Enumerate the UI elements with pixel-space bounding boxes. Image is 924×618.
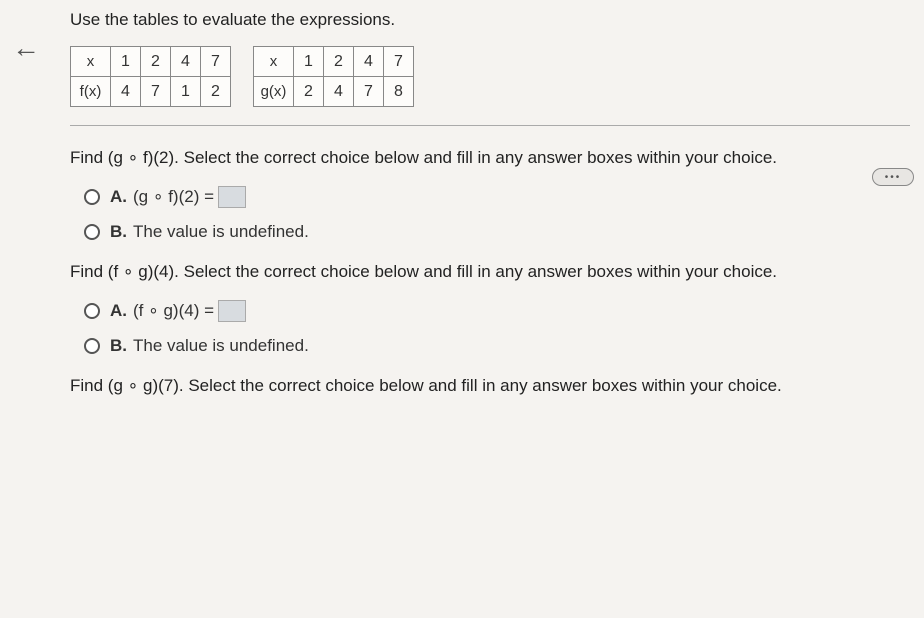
cell: 7 bbox=[141, 77, 171, 107]
cell: 7 bbox=[201, 47, 231, 77]
cell: 7 bbox=[384, 47, 414, 77]
cell: g(x) bbox=[254, 77, 294, 107]
cell: 1 bbox=[294, 47, 324, 77]
tables-row: x 1 2 4 7 f(x) 4 7 1 2 x 1 2 4 7 bbox=[70, 46, 924, 107]
cell: 1 bbox=[171, 77, 201, 107]
cell: 4 bbox=[354, 47, 384, 77]
choice-text: The value is undefined. bbox=[133, 336, 309, 356]
choice-expr: (f ∘ g)(4) = bbox=[133, 301, 214, 321]
radio-icon[interactable] bbox=[84, 303, 100, 319]
back-arrow-icon[interactable]: ← bbox=[12, 32, 40, 64]
cell: x bbox=[254, 47, 294, 77]
cell: 1 bbox=[111, 47, 141, 77]
q3-prompt: Find (g ∘ g)(7). Select the correct choi… bbox=[70, 376, 910, 396]
q2-prompt: Find (f ∘ g)(4). Select the correct choi… bbox=[70, 262, 910, 282]
choice-label: B. bbox=[110, 336, 127, 356]
cell: 2 bbox=[294, 77, 324, 107]
cell: f(x) bbox=[71, 77, 111, 107]
choice-label: A. bbox=[110, 301, 127, 321]
q1-prompt: Find (g ∘ f)(2). Select the correct choi… bbox=[70, 148, 910, 168]
cell: 2 bbox=[201, 77, 231, 107]
more-options-button[interactable]: ••• bbox=[872, 168, 914, 186]
cell: 2 bbox=[141, 47, 171, 77]
choice-expr: (g ∘ f)(2) = bbox=[133, 187, 214, 207]
cell: 4 bbox=[324, 77, 354, 107]
table-f: x 1 2 4 7 f(x) 4 7 1 2 bbox=[70, 46, 231, 107]
q2-choice-a[interactable]: A. (f ∘ g)(4) = bbox=[84, 300, 910, 322]
choice-label: A. bbox=[110, 187, 127, 207]
radio-icon[interactable] bbox=[84, 338, 100, 354]
choice-label: B. bbox=[110, 222, 127, 242]
cell: 4 bbox=[171, 47, 201, 77]
choice-text: The value is undefined. bbox=[133, 222, 309, 242]
cell: x bbox=[71, 47, 111, 77]
main-content: Use the tables to evaluate the expressio… bbox=[0, 0, 924, 396]
q1-choice-b[interactable]: B. The value is undefined. bbox=[84, 222, 910, 242]
question-2: Find (f ∘ g)(4). Select the correct choi… bbox=[70, 262, 910, 356]
radio-icon[interactable] bbox=[84, 224, 100, 240]
q1-choice-a[interactable]: A. (g ∘ f)(2) = bbox=[84, 186, 910, 208]
cell: 8 bbox=[384, 77, 414, 107]
question-3: Find (g ∘ g)(7). Select the correct choi… bbox=[70, 376, 910, 396]
table-g: x 1 2 4 7 g(x) 2 4 7 8 bbox=[253, 46, 414, 107]
section-divider bbox=[70, 125, 910, 126]
q2-choice-b[interactable]: B. The value is undefined. bbox=[84, 336, 910, 356]
cell: 7 bbox=[354, 77, 384, 107]
answer-input[interactable] bbox=[218, 300, 246, 322]
radio-icon[interactable] bbox=[84, 189, 100, 205]
cell: 2 bbox=[324, 47, 354, 77]
intro-text: Use the tables to evaluate the expressio… bbox=[70, 10, 924, 30]
answer-input[interactable] bbox=[218, 186, 246, 208]
question-1: Find (g ∘ f)(2). Select the correct choi… bbox=[70, 148, 910, 242]
cell: 4 bbox=[111, 77, 141, 107]
